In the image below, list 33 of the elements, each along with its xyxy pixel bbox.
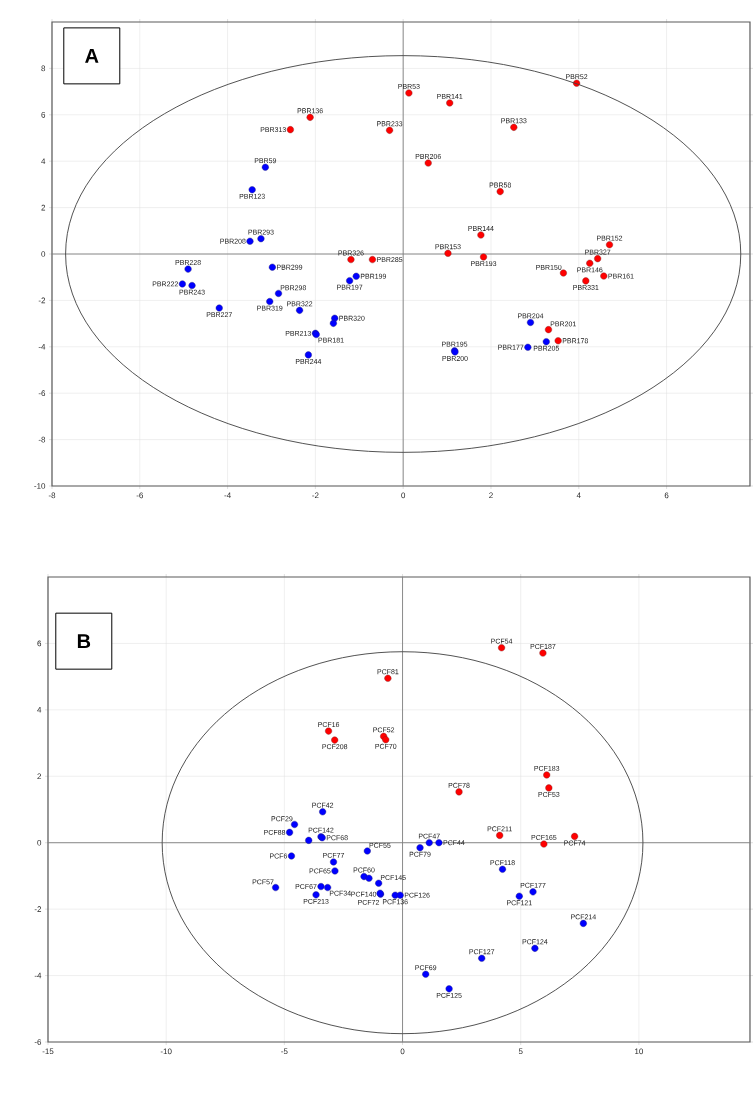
text: A — [85, 49, 99, 63]
x-tick-label: -6 — [136, 492, 143, 499]
x-tick-label: 5 — [518, 1048, 523, 1055]
x-tick-label: 0 — [401, 492, 406, 499]
y-tick-label: 0 — [37, 839, 42, 846]
y-tick-label: -2 — [34, 906, 42, 912]
y-tick-label: -6 — [38, 390, 46, 397]
x-tick-label: -5 — [281, 1048, 288, 1055]
x-tick-label: -4 — [224, 492, 231, 499]
x-tick-label: -8 — [48, 492, 56, 499]
x-tick-label: 4 — [576, 492, 581, 499]
x-tick-label: 10 — [635, 1048, 644, 1055]
x-tick-label: -10 — [160, 1048, 172, 1055]
text: B — [77, 634, 91, 649]
y-tick-label: -6 — [34, 1039, 42, 1045]
x-tick-label: 6 — [664, 492, 669, 499]
x-tick-label: -15 — [42, 1048, 54, 1055]
y-tick-label: 6 — [37, 640, 42, 647]
y-tick-label: 8 — [41, 65, 46, 72]
y-tick-label: -10 — [34, 483, 46, 489]
y-tick-label: 0 — [41, 251, 46, 257]
y-tick-label: 6 — [41, 111, 46, 118]
x-tick-label: -2 — [312, 492, 319, 499]
x-tick-label: 2 — [489, 492, 493, 499]
y-tick-label: -2 — [38, 297, 46, 304]
y-tick-label: -4 — [34, 972, 42, 979]
y-tick-label: 4 — [41, 158, 46, 164]
y-tick-label: 2 — [41, 204, 46, 211]
y-tick-label: -4 — [38, 344, 46, 350]
y-tick-label: 4 — [37, 707, 42, 713]
x-tick-label: 0 — [400, 1048, 405, 1055]
y-tick-label: -8 — [38, 436, 46, 443]
y-tick-label: 2 — [37, 773, 42, 780]
